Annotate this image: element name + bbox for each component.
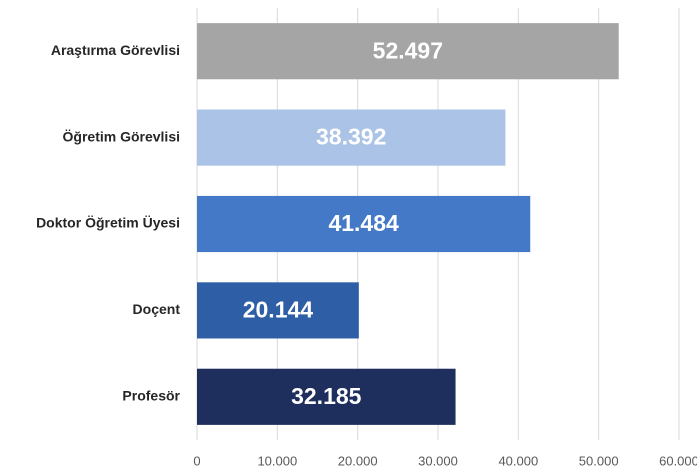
y-tick-label: Doçent xyxy=(133,301,181,317)
bar xyxy=(197,23,619,80)
data-label: 32.185 xyxy=(291,383,362,409)
data-label: 38.392 xyxy=(316,124,386,150)
y-tick-label: Doktor Öğretim Üyesi xyxy=(36,215,180,231)
bar xyxy=(197,109,506,166)
x-tick-label: 30.000 xyxy=(418,453,458,468)
x-tick-label: 40.000 xyxy=(498,453,538,468)
y-tick-label: Profesör xyxy=(122,388,180,404)
y-tick-label: Araştırma Görevlisi xyxy=(51,42,180,58)
data-label: 20.144 xyxy=(243,296,314,322)
bar xyxy=(197,368,456,425)
x-tick-label: 20.000 xyxy=(338,453,378,468)
data-label: 41.484 xyxy=(328,210,399,236)
x-tick-label: 10.000 xyxy=(257,453,297,468)
data-label: 52.497 xyxy=(373,37,443,63)
x-tick-label: 50.000 xyxy=(579,453,619,468)
y-tick-label: Öğretim Görevlisi xyxy=(63,128,180,144)
x-tick-label: 60.000 xyxy=(659,453,697,468)
bar xyxy=(197,282,359,339)
bar xyxy=(197,195,531,253)
x-tick-label: 0 xyxy=(193,453,200,468)
